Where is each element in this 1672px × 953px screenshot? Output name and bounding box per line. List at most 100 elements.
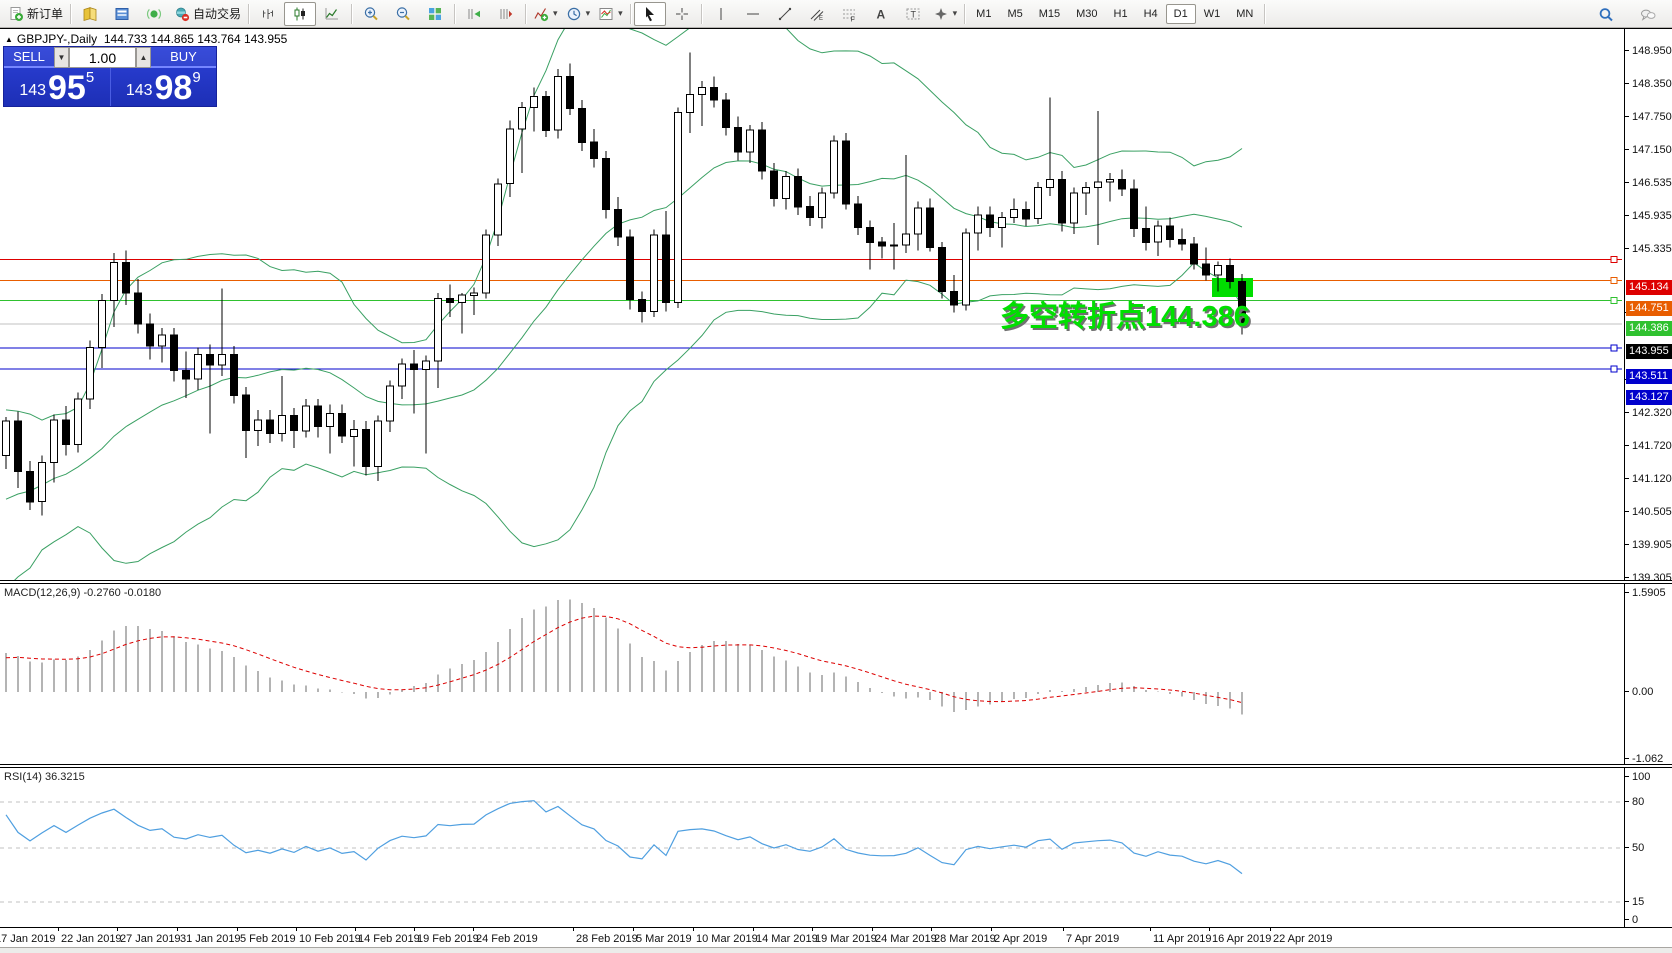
- crosshair-button[interactable]: [666, 2, 698, 26]
- chat-icon: [1640, 7, 1656, 23]
- rsi-axis-tick: 15: [1625, 896, 1644, 908]
- sell-button[interactable]: SELL: [4, 47, 54, 68]
- date-tick-mark: [1150, 928, 1151, 931]
- timeframe-M1-button[interactable]: M1: [976, 7, 992, 20]
- timeframe-M30-button[interactable]: M30: [1076, 7, 1098, 20]
- price-axis[interactable]: 148.950 148.350 147.750 147.150 146.535 145.9…: [1624, 28, 1672, 927]
- toolbar-button-label: 自动交易: [193, 7, 242, 21]
- shapes-button[interactable]: ▾: [929, 2, 962, 26]
- current-price-label: 143.955: [1626, 344, 1672, 360]
- timeframe-M5-button[interactable]: M5: [1007, 7, 1023, 20]
- search-icon: [1598, 7, 1614, 23]
- level-price-label: 145.134: [1626, 280, 1672, 295]
- zoom-out-button[interactable]: [387, 2, 419, 26]
- svg-text:A: A: [876, 7, 885, 21]
- price-tick: 147.150: [1625, 144, 1672, 156]
- date-tick-mark: [872, 928, 873, 931]
- price-divider: [109, 68, 111, 106]
- price-tick: 148.950: [1625, 45, 1672, 57]
- toolbar-separator: [964, 3, 966, 24]
- trendline-button[interactable]: [769, 2, 801, 26]
- fibonacci-button[interactable]: F: [833, 2, 865, 26]
- svg-text:F: F: [850, 16, 854, 22]
- macd-panel-canvas[interactable]: [0, 584, 1624, 765]
- price-tick: 141.720: [1625, 440, 1672, 452]
- timeframe-M15-button[interactable]: M15: [1038, 7, 1061, 20]
- new-order-button[interactable]: 新订单: [4, 2, 67, 26]
- chevron-down-icon[interactable]: ▾: [553, 8, 558, 18]
- toolbar-separator: [525, 3, 527, 24]
- date-tick-mark: [1270, 928, 1271, 931]
- date-tick-mark: [812, 928, 813, 931]
- candlestick-chart-button[interactable]: [284, 1, 317, 26]
- chart-shift-icon: [498, 6, 514, 22]
- macd-rsi-separator[interactable]: [0, 764, 1672, 768]
- zoom-in-button[interactable]: [355, 2, 387, 26]
- market-watch-button[interactable]: [74, 2, 106, 26]
- label-button[interactable]: T: [897, 2, 929, 26]
- date-tick-mark: [414, 928, 415, 931]
- annotation-text: 多空转折点144.386: [1000, 299, 1250, 333]
- level-price-label: 144.751: [1626, 300, 1672, 316]
- vertical-line-button[interactable]: [705, 2, 737, 26]
- lot-increase-button[interactable]: ▲: [136, 47, 151, 68]
- date-tick-label: 24 Feb 2019: [476, 933, 538, 945]
- templates-button[interactable]: ▾: [594, 2, 627, 26]
- buy-price[interactable]: 143 98 9: [111, 68, 217, 106]
- tile-windows-icon: [427, 6, 443, 22]
- bar-chart-button[interactable]: [252, 2, 284, 26]
- horizontal-line-button[interactable]: [737, 2, 769, 26]
- macd-axis-tick: -1.062: [1625, 753, 1663, 765]
- sell-price[interactable]: 143 95 5: [4, 68, 110, 106]
- crosshair-icon: [674, 6, 690, 22]
- collapse-icon[interactable]: ▲: [5, 35, 13, 44]
- chart-shift-button[interactable]: [490, 2, 522, 26]
- lot-size-input[interactable]: 1.00: [69, 47, 136, 68]
- sell-price-prefix: 143: [19, 82, 47, 99]
- rsi-axis-tick: 50: [1625, 842, 1644, 854]
- chat-button[interactable]: [1632, 3, 1664, 27]
- rsi-axis-tick: 100: [1625, 771, 1650, 783]
- date-tick-label: 28 Mar 2019: [934, 933, 996, 945]
- cursor-button[interactable]: [633, 1, 666, 26]
- equidistant-channel-button[interactable]: E: [801, 2, 833, 26]
- tile-windows-button[interactable]: [419, 2, 451, 26]
- price-tick: 139.905: [1625, 539, 1672, 551]
- date-tick-label: 14 Mar 2019: [756, 933, 818, 945]
- date-axis[interactable]: 17 Jan 2019 22 Jan 2019 27 Jan 2019 31 Jan …: [0, 927, 1672, 947]
- rsi-panel-canvas[interactable]: [0, 768, 1624, 927]
- toolbar-separator: [351, 3, 353, 24]
- line-chart-button[interactable]: [316, 2, 348, 26]
- level-price-label: 143.511: [1626, 368, 1672, 384]
- chevron-down-icon[interactable]: ▾: [952, 8, 958, 18]
- timeframe-MN-button[interactable]: MN: [1236, 7, 1254, 20]
- autotrade-button[interactable]: 自动交易: [170, 2, 245, 26]
- date-tick-label: 5 Feb 2019: [240, 933, 296, 945]
- search-button[interactable]: [1590, 3, 1622, 27]
- timeframe-H4-button[interactable]: H4: [1143, 7, 1158, 20]
- date-tick-mark: [177, 928, 178, 931]
- chevron-down-icon[interactable]: ▾: [585, 8, 591, 18]
- auto-scroll-icon: [466, 6, 482, 22]
- text-icon: A: [873, 6, 889, 22]
- chevron-down-icon[interactable]: ▾: [618, 8, 623, 18]
- level-price-label: 144.386: [1626, 320, 1672, 336]
- timeframe-D1-button[interactable]: D1: [1165, 3, 1196, 24]
- date-tick-label: 28 Feb 2019: [576, 933, 638, 945]
- one-click-trading-panel: SELL ▼ 1.00 ▲ BUY 143 95 5 143 98 9: [3, 46, 217, 107]
- toolbar-separator: [70, 3, 72, 24]
- main-macd-separator[interactable]: [0, 580, 1672, 584]
- timeframe-W1-button[interactable]: W1: [1203, 7, 1221, 20]
- timeframe-H1-button[interactable]: H1: [1113, 7, 1128, 20]
- date-tick-mark: [117, 928, 118, 931]
- periods-button[interactable]: ▾: [562, 2, 595, 26]
- text-button[interactable]: A: [865, 2, 897, 26]
- indicators-button[interactable]: ▾: [529, 2, 562, 26]
- navigator-button[interactable]: [138, 2, 170, 26]
- buy-button[interactable]: BUY: [151, 47, 216, 68]
- data-window-button[interactable]: [106, 2, 138, 26]
- auto-scroll-button[interactable]: [458, 2, 490, 26]
- price-tick: 140.505: [1625, 506, 1672, 518]
- lot-decrease-button[interactable]: ▼: [54, 47, 69, 68]
